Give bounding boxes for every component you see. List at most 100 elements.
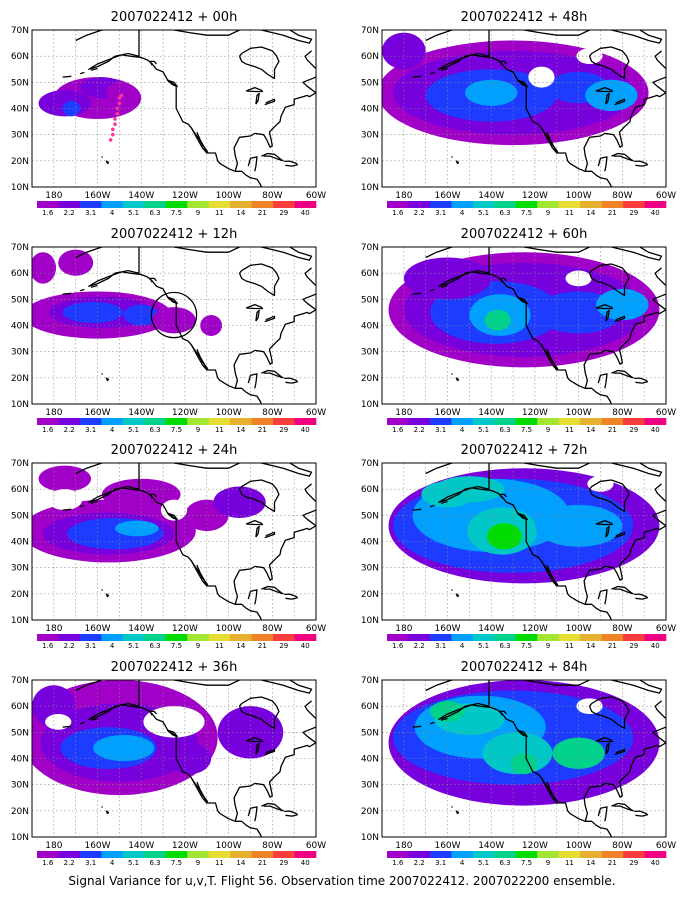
map-panel-24h: 2007022412 + 24h 10N 20N 30N 40N 50N 60N 70N 180…	[11, 443, 326, 650]
colorbar-level-label: 14	[236, 426, 245, 434]
colorbar-level-label: 9	[196, 426, 200, 434]
coastlines	[62, 463, 316, 620]
lon-tick-label: 160W	[84, 191, 110, 201]
colorbar-level-label: 40	[651, 426, 660, 434]
colorbar-swatch	[515, 201, 538, 208]
colorbar-swatch	[79, 418, 102, 425]
lat-tick-label: 30N	[361, 781, 379, 791]
lat-tick-label: 20N	[361, 590, 379, 600]
lon-tick-label: 100W	[216, 408, 242, 418]
colorbar-swatch	[251, 418, 274, 425]
colorbar-level-label: 6.3	[149, 642, 160, 650]
colorbar-swatch	[472, 201, 495, 208]
lat-tick-label: 60N	[361, 485, 379, 495]
colorbar-swatch	[273, 201, 295, 208]
colorbar-swatch	[623, 851, 645, 858]
colorbar-swatch	[294, 418, 317, 425]
panel-title: 2007022412 + 36h	[111, 660, 238, 675]
lat-tick-label: 10N	[11, 183, 29, 193]
lat-tick-label: 40N	[11, 322, 29, 332]
colorbar-level-label: 3.1	[435, 642, 446, 650]
map-frame	[381, 679, 667, 838]
lon-tick-label: 80W	[262, 408, 282, 418]
lon-tick-label: 180	[45, 191, 62, 201]
lat-tick-label: 50N	[361, 78, 379, 88]
lon-tick-label: 160W	[434, 408, 460, 418]
lat-tick-label: 10N	[361, 833, 379, 843]
colorbar-swatch	[408, 201, 431, 208]
lon-tick-label: 160W	[84, 841, 110, 851]
panel-title: 2007022412 + 12h	[111, 227, 238, 242]
colorbar-level-label: 6.3	[499, 642, 510, 650]
lat-tick-label: 60N	[361, 702, 379, 712]
colorbar-level-label: 4	[110, 209, 115, 217]
colorbar-level-label: 1.6	[392, 859, 404, 867]
colorbar-swatch	[144, 201, 167, 208]
colorbar-level-label: 4	[460, 209, 465, 217]
lon-tick-label: 60W	[306, 841, 326, 851]
colorbar-level-label: 21	[608, 642, 617, 650]
lat-tick-label: 60N	[11, 52, 29, 62]
coastlines	[412, 30, 666, 187]
colorbar-swatch	[230, 851, 252, 858]
colorbar-swatch	[580, 418, 602, 425]
lon-tick-label: 140W	[478, 408, 504, 418]
dropsonde-point	[117, 101, 122, 106]
map-frame	[381, 462, 667, 621]
panel-title: 2007022412 + 24h	[111, 443, 238, 458]
colorbar-swatch	[580, 201, 602, 208]
map-frame	[31, 462, 317, 621]
colorbar-level-label: 2.2	[414, 642, 425, 650]
colorbar-level-label: 14	[586, 209, 595, 217]
low-variance-gap	[565, 270, 592, 287]
colorbar-level-label: 9	[546, 426, 550, 434]
lon-tick-label: 180	[45, 841, 62, 851]
lon-tick-label: 120W	[172, 191, 198, 201]
low-variance-gap	[143, 706, 205, 738]
lat-tick-label: 50N	[11, 295, 29, 305]
graticule	[32, 463, 316, 620]
lat-tick-label: 40N	[11, 538, 29, 548]
lat-tick-label: 70N	[11, 26, 29, 36]
map-frame	[31, 246, 317, 405]
colorbar-swatch	[537, 201, 559, 208]
colorbar-swatch	[558, 634, 581, 641]
verification-region-circle	[150, 291, 198, 339]
colorbar-swatch	[472, 851, 495, 858]
colorbar-swatch	[558, 851, 581, 858]
colorbar-level-label: 5.1	[478, 859, 489, 867]
colorbar-level-label: 29	[629, 426, 638, 434]
lat-tick-label: 50N	[11, 78, 29, 88]
colorbar-swatch	[408, 851, 431, 858]
colorbar-swatch	[537, 634, 559, 641]
colorbar-level-label: 14	[586, 859, 595, 867]
panel-title: 2007022412 + 60h	[461, 227, 588, 242]
colorbar-level-label: 2.2	[64, 859, 75, 867]
dropsonde-point	[115, 111, 119, 116]
variance-contour	[421, 481, 474, 508]
colorbar-swatch	[558, 201, 581, 208]
colorbar-level-label: 2.2	[414, 209, 425, 217]
colorbar-level-label: 40	[301, 209, 310, 217]
colorbar-level-label: 11	[215, 642, 224, 650]
colorbar-swatch	[515, 851, 538, 858]
lat-tick-label: 70N	[361, 676, 379, 686]
variance-field	[388, 468, 660, 584]
lon-tick-label: 80W	[262, 841, 282, 851]
variance-contour	[58, 249, 94, 276]
variance-contour	[486, 523, 522, 550]
lat-tick-label: 40N	[11, 755, 29, 765]
colorbar-level-label: 1.6	[42, 642, 54, 650]
variance-field	[388, 680, 660, 806]
colorbar-level-label: 29	[279, 426, 288, 434]
colorbar-level-label: 7.5	[521, 209, 532, 217]
colorbar-level-label: 3.1	[85, 426, 96, 434]
lon-tick-label: 80W	[262, 624, 282, 634]
colorbar-level-label: 2.2	[64, 642, 75, 650]
colorbar-swatch	[122, 201, 145, 208]
lat-tick-label: 30N	[361, 348, 379, 358]
colorbar-swatch	[58, 634, 81, 641]
colorbar-level-label: 11	[215, 426, 224, 434]
colorbar-level-label: 40	[301, 426, 310, 434]
colorbar-level-label: 29	[629, 642, 638, 650]
